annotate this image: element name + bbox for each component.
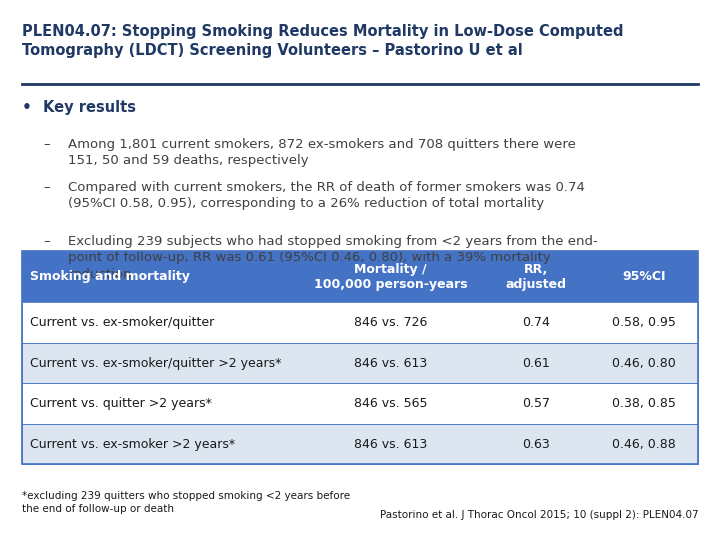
Text: 0.46, 0.88: 0.46, 0.88 [613,437,676,451]
Bar [22,383,698,424]
Text: Smoking and mortality: Smoking and mortality [30,270,190,284]
Text: 0.74: 0.74 [522,316,550,329]
Text: 846 vs. 565: 846 vs. 565 [354,397,427,410]
Text: RR,
adjusted: RR, adjusted [505,263,567,291]
Text: 0.61: 0.61 [522,356,550,370]
Bar [22,251,698,302]
Text: 0.38, 0.85: 0.38, 0.85 [612,397,676,410]
Text: –: – [43,235,50,248]
Bar [22,343,698,383]
Text: Compared with current smokers, the RR of death of former smokers was 0.74
(95%CI: Compared with current smokers, the RR of… [68,181,585,211]
Text: 0.46, 0.80: 0.46, 0.80 [613,356,676,370]
Text: PLEN04.07: Stopping Smoking Reduces Mortality in Low-Dose Computed
Tomography (L: PLEN04.07: Stopping Smoking Reduces Mort… [22,24,623,58]
Bar [22,251,698,464]
Bar [22,302,698,343]
Text: 846 vs. 613: 846 vs. 613 [354,356,427,370]
Text: Among 1,801 current smokers, 872 ex-smokers and 708 quitters there were
151, 50 : Among 1,801 current smokers, 872 ex-smok… [68,138,576,167]
Text: 0.57: 0.57 [522,397,550,410]
Text: Current vs. quitter >2 years*: Current vs. quitter >2 years* [30,397,212,410]
Text: Key results: Key results [43,100,136,115]
Text: •: • [22,100,32,115]
Text: 846 vs. 613: 846 vs. 613 [354,437,427,451]
Text: Excluding 239 subjects who had stopped smoking from <2 years from the end-
point: Excluding 239 subjects who had stopped s… [68,235,598,281]
Bar [22,424,698,464]
Text: –: – [43,138,50,151]
Text: Pastorino et al. J Thorac Oncol 2015; 10 (suppl 2): PLEN04.07: Pastorino et al. J Thorac Oncol 2015; 10… [379,510,698,521]
Text: Current vs. ex-smoker/quitter: Current vs. ex-smoker/quitter [30,316,215,329]
Text: Current vs. ex-smoker >2 years*: Current vs. ex-smoker >2 years* [30,437,235,451]
Text: 0.63: 0.63 [522,437,550,451]
Text: –: – [43,181,50,194]
Text: 846 vs. 726: 846 vs. 726 [354,316,427,329]
Text: Current vs. ex-smoker/quitter >2 years*: Current vs. ex-smoker/quitter >2 years* [30,356,282,370]
Text: 0.58, 0.95: 0.58, 0.95 [612,316,676,329]
Text: *excluding 239 quitters who stopped smoking <2 years before
the end of follow-up: *excluding 239 quitters who stopped smok… [22,491,350,514]
Text: Mortality /
100,000 person-years: Mortality / 100,000 person-years [314,263,467,291]
Text: 95%CI: 95%CI [623,270,666,284]
